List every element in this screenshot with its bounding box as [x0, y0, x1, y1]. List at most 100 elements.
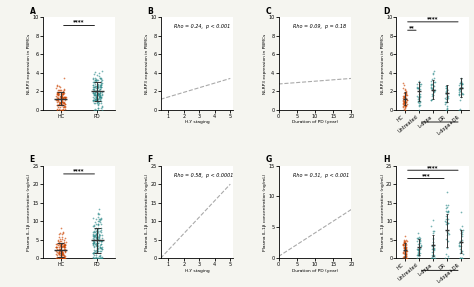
Point [91, 242, 99, 247]
Point [458, 232, 465, 236]
Point [92, 229, 100, 234]
Point [443, 103, 451, 108]
Point [207, 222, 214, 227]
Point [326, 52, 333, 56]
Point [54, 91, 61, 96]
Point [95, 95, 102, 99]
Point [442, 84, 450, 88]
Point [456, 98, 464, 102]
Point [96, 237, 103, 242]
Point [53, 96, 61, 101]
Point [97, 217, 105, 221]
Point [58, 250, 65, 254]
Point [279, 76, 286, 80]
Point [340, 50, 347, 55]
Point [95, 92, 102, 97]
Point [97, 79, 105, 84]
Point [428, 82, 435, 87]
Point [311, 102, 319, 106]
Point [313, 88, 321, 93]
Point [93, 85, 101, 90]
Point [334, 74, 342, 78]
Point [94, 96, 102, 101]
Point [430, 89, 438, 94]
Point [428, 97, 435, 102]
Point [442, 221, 449, 226]
Point [57, 245, 64, 250]
Point [189, 94, 197, 98]
Point [56, 249, 64, 253]
Point [305, 237, 313, 242]
Point [414, 236, 422, 241]
Point [204, 210, 211, 214]
Point [196, 62, 204, 67]
Point [327, 201, 335, 206]
Point [54, 251, 62, 255]
Point [277, 103, 284, 108]
Point [331, 80, 339, 85]
Point [416, 101, 423, 105]
Point [416, 236, 424, 240]
Point [221, 77, 229, 81]
Point [429, 70, 437, 75]
Point [55, 251, 63, 255]
Point [59, 101, 67, 106]
Point [320, 97, 328, 102]
Point [60, 253, 68, 257]
Point [55, 247, 63, 251]
Point [442, 86, 450, 90]
Point [92, 234, 100, 239]
Point [428, 87, 436, 91]
Point [456, 226, 464, 231]
Point [304, 94, 312, 99]
Point [59, 108, 67, 112]
Point [56, 108, 64, 112]
Point [456, 86, 464, 91]
Point [399, 243, 407, 248]
Point [307, 232, 314, 237]
Point [92, 93, 100, 98]
Point [56, 100, 64, 104]
Point [56, 256, 64, 261]
Point [430, 69, 438, 74]
Point [205, 217, 212, 221]
Point [336, 86, 343, 91]
Point [313, 234, 321, 239]
Point [318, 69, 326, 73]
Point [53, 253, 60, 257]
Point [401, 91, 408, 96]
Point [94, 99, 102, 103]
Point [214, 192, 221, 197]
Point [338, 223, 346, 228]
Point [61, 104, 69, 109]
Point [457, 228, 465, 233]
Point [310, 251, 317, 256]
Point [59, 96, 67, 100]
Point [92, 96, 100, 100]
Point [94, 247, 102, 251]
Point [55, 103, 62, 107]
Point [92, 77, 100, 82]
Point [321, 67, 329, 72]
Point [60, 101, 68, 105]
Point [89, 87, 97, 91]
Point [401, 104, 409, 109]
Point [277, 250, 284, 255]
Point [54, 96, 62, 101]
Point [196, 214, 204, 219]
Point [288, 254, 295, 259]
Point [91, 253, 98, 257]
Point [95, 71, 102, 75]
Point [97, 85, 104, 90]
Point [339, 61, 346, 65]
Point [96, 249, 104, 253]
Point [203, 80, 210, 85]
Point [56, 237, 64, 241]
Point [459, 251, 466, 256]
Point [173, 108, 181, 112]
Point [457, 76, 465, 81]
Point [417, 244, 424, 249]
Point [93, 88, 101, 93]
Point [337, 79, 344, 84]
Point [296, 256, 303, 261]
